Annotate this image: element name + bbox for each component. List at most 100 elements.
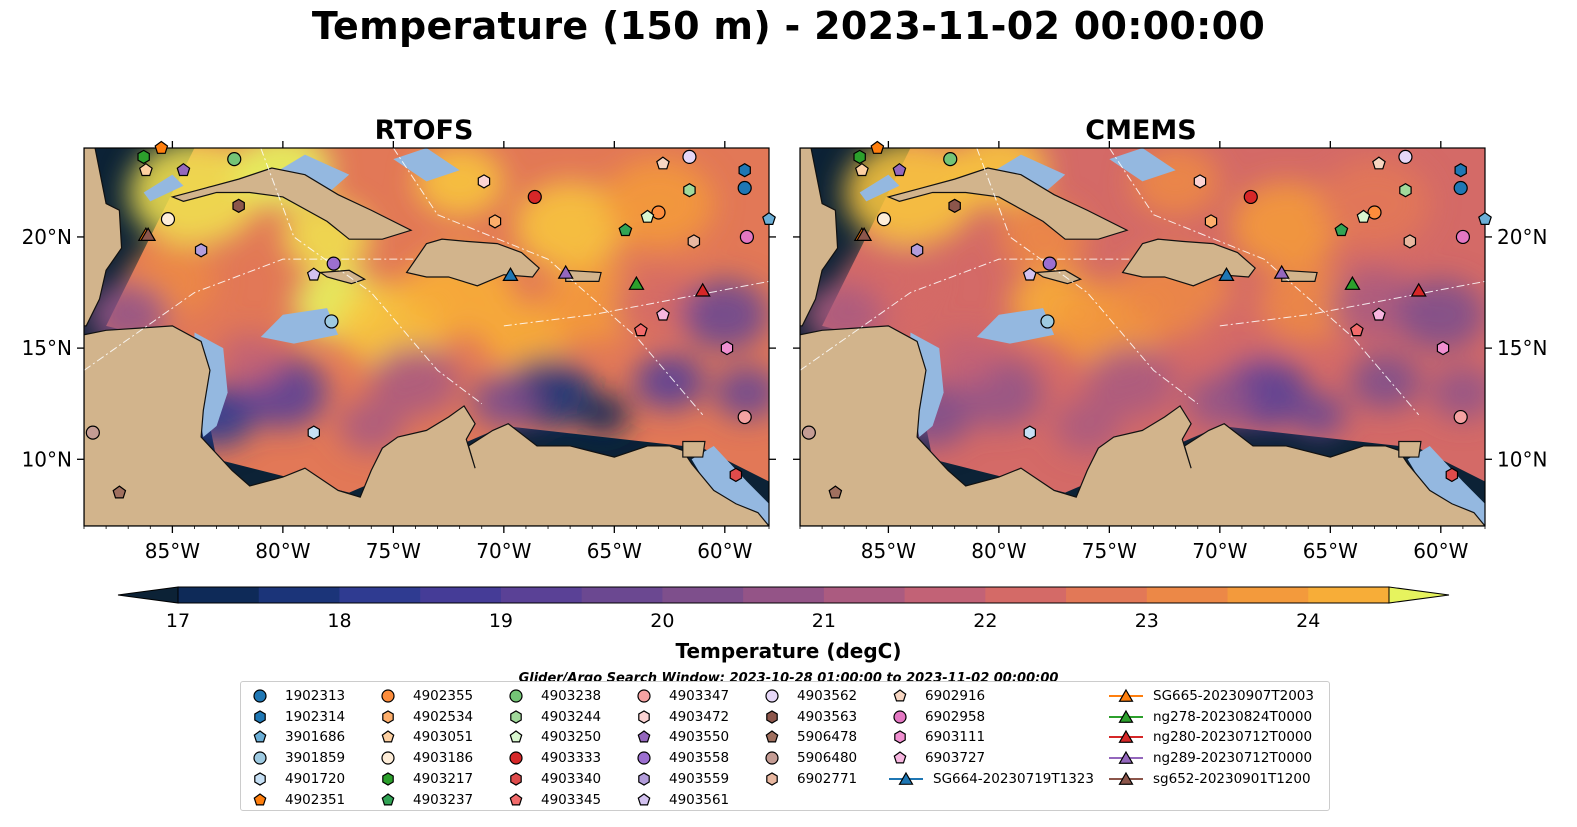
legend-entry-label: 4903559 (669, 770, 730, 787)
map-panel-cmems[interactable] (799, 131, 1496, 527)
legend-entry-label: 4903563 (797, 708, 858, 725)
legend-entry-label: 4903472 (669, 708, 730, 725)
legend-triangle-marker (1118, 730, 1134, 744)
legend-shape-marker (510, 772, 522, 786)
legend-shape-marker (382, 709, 394, 724)
legend-entry-label: 4903250 (541, 729, 602, 746)
legend-marker (1109, 709, 1143, 723)
legend-marker (766, 772, 778, 786)
legend-shape-marker (381, 689, 395, 703)
platform-marker (1349, 323, 1364, 337)
lon-tick-label: 85°W (145, 539, 200, 563)
temperature-patch (1054, 399, 1121, 453)
platform-marker (694, 282, 711, 297)
legend-marker (894, 730, 906, 745)
temperature-patch (603, 159, 714, 248)
legend-triangle-marker (1118, 771, 1134, 785)
legend-entry-label: 6902916 (925, 688, 986, 704)
legend-entry-label: 4903347 (669, 688, 730, 704)
platform-marker (1372, 307, 1386, 321)
legend-entry-label: ng289-20230712T0000 (1153, 750, 1313, 767)
platform-marker (1453, 409, 1468, 425)
legend-shape-marker (893, 710, 907, 724)
legend-marker (509, 689, 523, 703)
colorbar-label: Temperature (degC) (675, 639, 902, 663)
platform-marker (910, 243, 924, 258)
colorbar-segment (904, 587, 986, 603)
temperature-patch (1350, 353, 1421, 410)
lon-tick-label: 80°W (971, 539, 1026, 563)
platform-marker (628, 275, 645, 290)
platform-marker (139, 227, 157, 241)
legend-shape-marker (381, 730, 395, 743)
platform-marker (138, 162, 153, 177)
platform-marker (154, 140, 169, 154)
legend-shape-marker (638, 709, 650, 724)
legend-triangle-marker (1118, 750, 1134, 765)
temperature-patch (1186, 374, 1253, 428)
legend-marker (637, 730, 651, 743)
shelf-water (859, 174, 900, 202)
map-figure: 85°W 80°W 75°W 70°W 65°W 60°W 20°N 15°N 10°N 85°W… (22, 131, 1547, 632)
legend-shape-marker (637, 792, 651, 805)
legend-shape-marker (509, 689, 523, 703)
colorbar-segment (500, 587, 583, 603)
platform-marker (557, 264, 574, 279)
legend-shape-marker (637, 730, 651, 743)
map-panel-rtofs[interactable] (83, 131, 780, 527)
legend-marker (253, 792, 267, 805)
platform-marker (656, 156, 670, 170)
temperature-patch (1319, 159, 1430, 248)
eez-boundary (800, 258, 1132, 371)
legend-entry-label: 4903562 (797, 688, 858, 704)
temperature-patch (932, 332, 999, 386)
legend-entry-label: 4902351 (285, 791, 346, 808)
platform-marker (1478, 211, 1492, 225)
lon-tick-label: 60°W (1413, 539, 1468, 563)
lat-tick-label: 20°N (1497, 225, 1547, 249)
platform-marker (1372, 156, 1386, 170)
legend-marker (893, 710, 907, 724)
legend-entry-label: 4903051 (413, 729, 474, 746)
legend-entry-label: ng280-20230712T0000 (1153, 729, 1313, 746)
platform-marker (137, 149, 150, 165)
platform-marker (801, 425, 816, 440)
land (1034, 269, 1083, 285)
eez-boundary (260, 148, 483, 405)
temperature-patch (1259, 264, 1357, 343)
colorbar-tick-label: 20 (650, 610, 674, 632)
shelf-water (691, 445, 769, 526)
platform-marker (194, 243, 208, 258)
platform-marker (326, 256, 341, 271)
legend-entry-label: 5906480 (797, 750, 858, 767)
land (84, 325, 769, 526)
colorbar-tick-label: 18 (327, 610, 351, 632)
legend-marker (1109, 730, 1143, 744)
land (800, 148, 839, 327)
legend-marker (1109, 688, 1143, 702)
colorbar-segment (178, 587, 260, 603)
colorbar-segment (985, 587, 1067, 603)
platform-marker (1453, 180, 1468, 196)
colorbar: 17 18 19 20 21 22 23 24 (117, 586, 1450, 632)
platform-marker (682, 149, 697, 164)
legend-shape-marker (253, 730, 267, 743)
legend-marker (254, 709, 266, 724)
platform-marker (854, 162, 869, 177)
legend-shape-marker (509, 751, 523, 765)
colorbar-extend-low (117, 586, 179, 604)
legend-marker (893, 751, 907, 764)
panel-title-rtofs: RTOFS (374, 115, 474, 146)
lon-tick-label: 80°W (255, 539, 310, 563)
legend-marker (509, 751, 523, 765)
colorbar-segment (258, 587, 340, 603)
eez-boundary (503, 280, 769, 327)
legend-shape-marker (894, 730, 906, 745)
platform-marker (853, 149, 866, 165)
platform-marker (1436, 340, 1450, 356)
lon-tick-label: 85°W (861, 539, 916, 563)
platform-marker (502, 267, 519, 281)
legend-triangle-marker (898, 771, 914, 785)
land (84, 148, 123, 327)
legend-entry-label: 1902313 (285, 688, 346, 704)
